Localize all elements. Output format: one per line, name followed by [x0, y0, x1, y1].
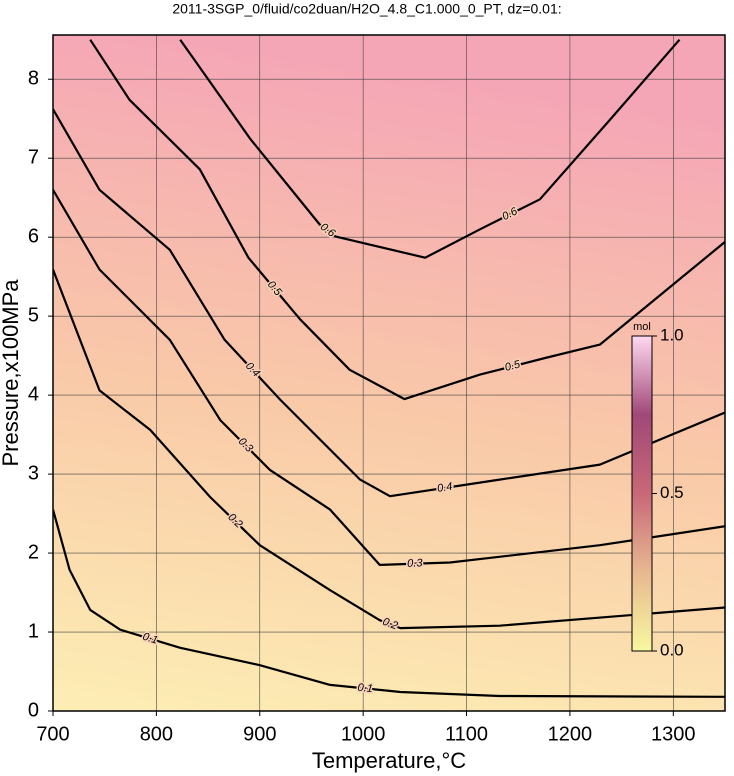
y-tick-label: 3: [28, 462, 39, 484]
y-tick-label: 4: [28, 383, 39, 405]
y-tick-label: 2: [28, 541, 39, 563]
x-tick-label: 900: [243, 723, 276, 745]
contour-line: [179, 38, 681, 259]
x-tick-label: 1300: [651, 723, 696, 745]
colorbar: [631, 335, 653, 652]
colorbar-tick-label: 0.5: [660, 483, 684, 502]
plot-frame: [52, 34, 726, 712]
y-tick-label: 5: [28, 304, 39, 326]
x-tick-label: 800: [140, 723, 173, 745]
contour-label: 0.5: [504, 358, 523, 374]
chart-title: 2011-3SGP_0/fluid/co2duan/H2O_4.8_C1.000…: [172, 1, 561, 17]
y-tick-label: 8: [28, 68, 39, 90]
grid: [53, 35, 725, 711]
contour-label: 0.3: [407, 557, 424, 570]
x-axis-title: Temperature,°C: [312, 748, 466, 773]
contour-line: [53, 189, 725, 566]
contour-label: 0.1: [357, 682, 373, 695]
y-tick-label: 1: [28, 620, 39, 642]
contour-line: [53, 108, 725, 498]
colorbar-tick-label: 0.0: [660, 640, 684, 659]
contour-line: [89, 39, 725, 401]
colorbar-tick-label: 1.0: [660, 325, 684, 344]
x-tick-label: 1200: [548, 723, 593, 745]
plot-background: [53, 35, 725, 711]
y-tick-label: 7: [28, 146, 39, 168]
x-tick-label: 1100: [445, 723, 488, 745]
contour-line: [53, 269, 725, 630]
colorbar-title: mol: [633, 321, 651, 333]
y-tick-label: 0: [28, 699, 39, 721]
contour-label: 0.4: [436, 481, 453, 495]
x-tick-label: 1000: [341, 723, 386, 745]
y-tick-label: 6: [28, 225, 39, 247]
x-tick-label: 700: [36, 723, 69, 745]
y-axis-title: Pressure,x100MPa: [0, 279, 23, 467]
contour-line: [53, 509, 725, 698]
contours: [53, 38, 725, 698]
